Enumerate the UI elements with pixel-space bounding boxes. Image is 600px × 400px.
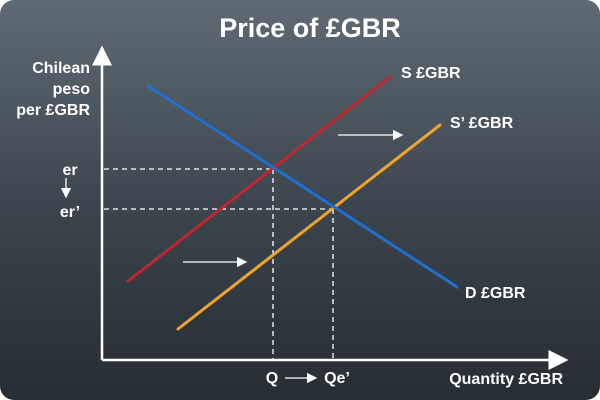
diagram-title: Price of £GBR bbox=[219, 13, 401, 43]
price-label-new: er’ bbox=[60, 204, 80, 221]
demand-curve-label: D £GBR bbox=[465, 285, 526, 302]
y-axis-label-line-1: Chilean bbox=[32, 60, 90, 77]
shifted-supply-curve-label: S’ £GBR bbox=[450, 115, 514, 132]
quantity-label-new: Qe’ bbox=[324, 370, 350, 387]
x-axis-label: Quantity £GBR bbox=[449, 371, 563, 388]
quantity-label-initial: Q bbox=[266, 370, 278, 387]
supply-curve bbox=[126, 75, 392, 283]
demand-curve bbox=[146, 84, 459, 289]
shifted-supply-curve bbox=[176, 123, 442, 331]
y-axis-label-line-2: peso bbox=[53, 81, 91, 98]
price-label-initial: er bbox=[62, 162, 77, 179]
y-axis-label-line-3: per £GBR bbox=[16, 102, 90, 119]
supply-curve-label: S £GBR bbox=[401, 65, 461, 82]
